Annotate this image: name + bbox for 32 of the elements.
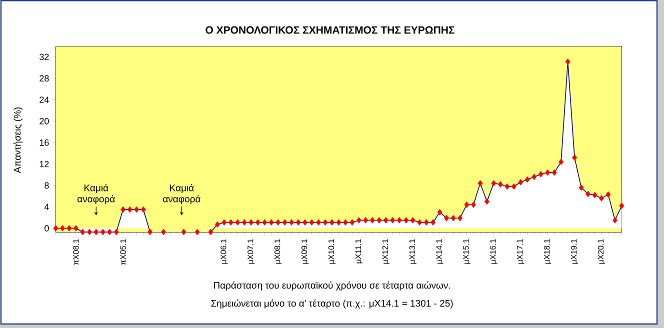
x-tick-label: μX07.1 xyxy=(248,239,255,264)
y-axis-title: Απαντήσεις (%) xyxy=(13,107,23,174)
annotation: Καμιά αναφορά xyxy=(163,184,200,204)
x-tick-label: μX18.1 xyxy=(544,239,552,264)
text: Σημειώνεται μόνο το α' τέταρτο (π.χ.: μX14.1 = 1301 - 25) xyxy=(211,299,453,309)
x-tick-label: μX13.1 xyxy=(409,239,416,264)
x-tick-label: μX12.1 xyxy=(382,239,390,264)
x-tick-label: πX08.1 xyxy=(73,239,79,265)
x-tick-label: μX19.1 xyxy=(570,239,578,264)
x-tick-label: μX06.1 xyxy=(220,239,228,264)
x-tick-label: πX05.1 xyxy=(120,239,126,265)
annotation: Καμιά αναφορά xyxy=(78,184,115,204)
y-tick-label: 28 xyxy=(40,75,49,82)
x-tick-label: μX16.1 xyxy=(490,239,498,264)
x-tick-label: μX10.1 xyxy=(328,239,336,264)
x-tick-label: μX20.1 xyxy=(598,239,606,264)
y-tick-label: 16 xyxy=(40,139,49,146)
x-tick-label: μX11.1 xyxy=(355,239,362,264)
y-tick-label: 0 xyxy=(44,225,49,232)
y-tick-label: 32 xyxy=(40,54,49,60)
x-tick-label: μX17.1 xyxy=(517,239,524,264)
y-tick-label: 12 xyxy=(40,160,49,168)
x-tick-label: μX14.1 xyxy=(436,239,444,264)
x-tick-label: μX08.1 xyxy=(274,239,282,264)
chart-title: Ο ΧΡΟΝΟΛΟΓΙΚΟΣ ΣΧΗΜΑΤΙΣΜΟΣ ΤΗΣ ΕΥΡΩΠΗΣ xyxy=(206,26,454,34)
x-tick-label: μX09.1 xyxy=(301,239,309,264)
x-tick-label: μX15.1 xyxy=(463,239,470,264)
y-tick-label: 24 xyxy=(40,96,49,103)
y-tick-label: 20 xyxy=(40,118,49,124)
x-axis-title: Παράσταση του ευρωπαϊκού χρόνου σε τέταρτα αιώνων. xyxy=(214,281,450,291)
y-tick-label: 8 xyxy=(44,182,49,189)
y-tick-label: 4 xyxy=(44,204,49,210)
